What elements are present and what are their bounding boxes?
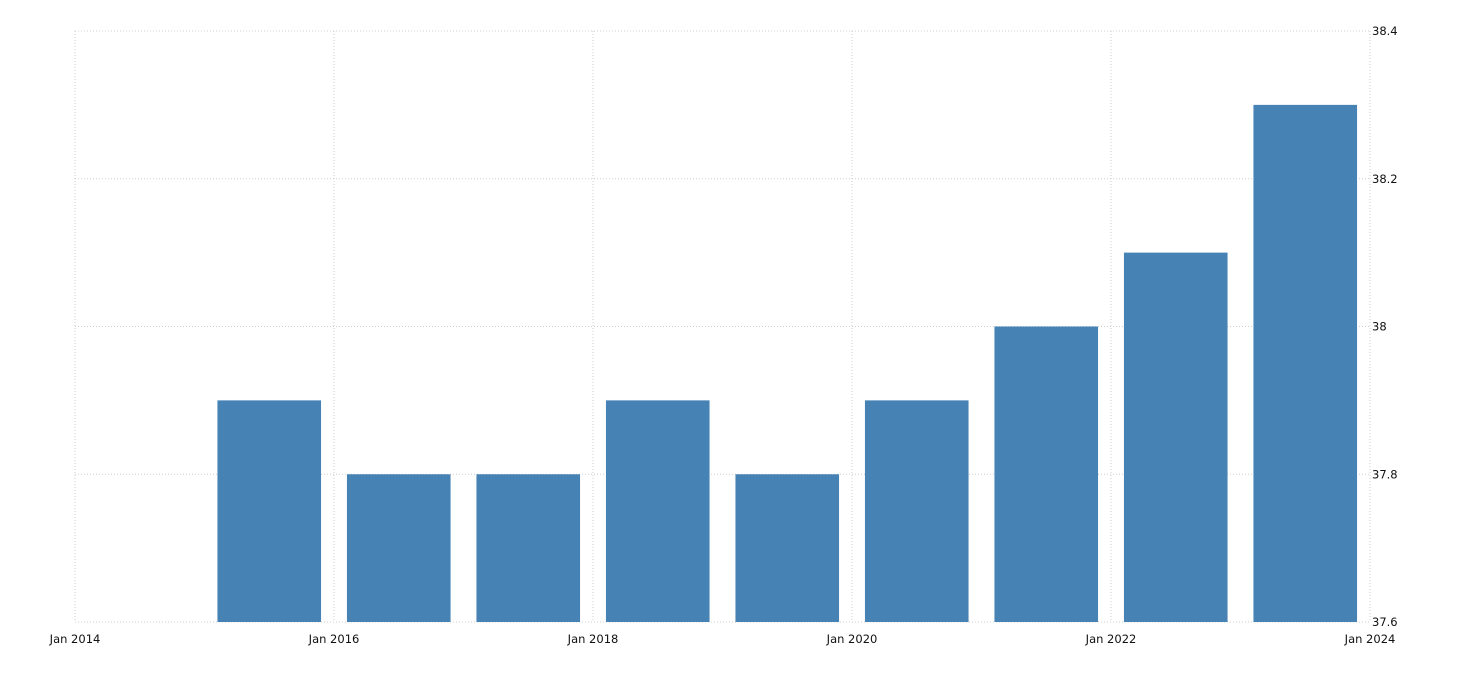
bars [217, 104, 1358, 622]
y-axis-ticks: 37.6 37.8 38 38.2 38.4 [1372, 24, 1398, 629]
x-axis-ticks: Jan 2014 Jan 2016 Jan 2018 Jan 2020 Jan 2022… [49, 632, 1396, 646]
x-tick-label: Jan 2020 [826, 632, 878, 646]
x-tick-label: Jan 2014 [49, 632, 101, 646]
bar-2017 [476, 474, 581, 622]
bar-2018 [605, 400, 710, 622]
x-tick-label: Jan 2024 [1344, 632, 1396, 646]
y-tick-label: 37.8 [1372, 467, 1398, 481]
bar-2016 [346, 474, 451, 622]
bar-2023 [1253, 104, 1358, 622]
y-tick-label: 37.6 [1372, 615, 1398, 629]
bar-2019 [735, 474, 840, 622]
bar-2015 [217, 400, 322, 622]
y-tick-label: 38.2 [1372, 172, 1398, 186]
bar-2020 [864, 400, 969, 622]
y-tick-label: 38 [1372, 320, 1387, 334]
x-tick-label: Jan 2018 [567, 632, 619, 646]
bar-2021 [994, 326, 1099, 622]
grid-lines [74, 30, 1371, 623]
x-tick-label: Jan 2022 [1085, 632, 1137, 646]
y-tick-label: 38.4 [1372, 24, 1398, 38]
x-tick-label: Jan 2016 [308, 632, 360, 646]
bar-2022 [1123, 252, 1228, 622]
